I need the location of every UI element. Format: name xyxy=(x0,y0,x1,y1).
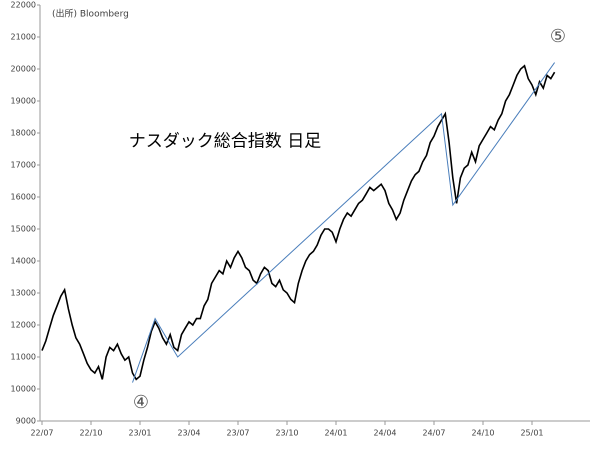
x-tick-label: 23/01 xyxy=(128,429,151,438)
chart-title: ナスダック総合指数 日足 xyxy=(129,132,321,152)
y-tick-label: 17000 xyxy=(11,161,36,170)
x-tick-label: 25/01 xyxy=(520,429,543,438)
x-tick-label: 22/07 xyxy=(30,429,53,438)
x-tick-label: 22/10 xyxy=(79,429,102,438)
x-tick-label: 24/07 xyxy=(422,429,445,438)
annotation: ⑤ xyxy=(550,26,566,47)
source: (出所) Bloomberg xyxy=(52,8,129,20)
y-tick-label: 15000 xyxy=(11,225,36,234)
x-tick-label: 24/01 xyxy=(324,429,347,438)
y-tick-label: 10000 xyxy=(11,385,36,394)
price-line xyxy=(41,64,556,381)
annotation: ④ xyxy=(133,392,149,413)
x-tick-label: 24/10 xyxy=(471,429,494,438)
y-tick-label: 22000 xyxy=(11,1,36,10)
y-tick-label: 13000 xyxy=(11,289,36,298)
y-tick-label: 11000 xyxy=(11,353,36,362)
x-tick-label: 23/04 xyxy=(177,429,200,438)
x-tick-label: 24/04 xyxy=(373,429,396,438)
x-tick-label: 23/07 xyxy=(226,429,249,438)
trendline xyxy=(132,62,556,383)
y-tick-label: 16000 xyxy=(11,193,36,202)
y-tick-label: 14000 xyxy=(11,257,36,266)
x-tick-label: 23/10 xyxy=(275,429,298,438)
y-tick-label: 18000 xyxy=(11,129,36,138)
y-tick-label: 20000 xyxy=(11,65,36,74)
y-tick-label: 21000 xyxy=(11,33,36,42)
y-tick-label: 12000 xyxy=(11,321,36,330)
y-tick-label: 19000 xyxy=(11,97,36,106)
y-tick-label: 9000 xyxy=(16,417,36,426)
